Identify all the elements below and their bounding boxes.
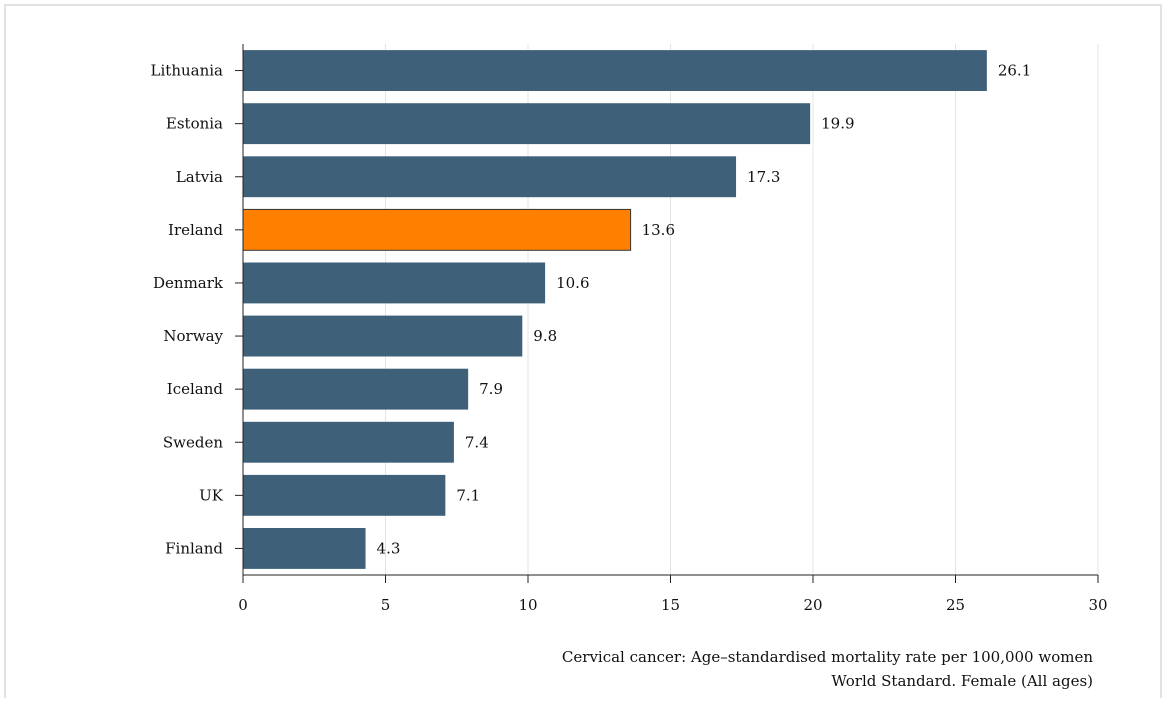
value-label: 19.9 [821,115,854,133]
value-label: 10.6 [556,274,589,292]
bar-lithuania [243,50,987,91]
x-tick-label: 25 [946,596,965,614]
bar-finland [243,528,366,569]
bar-ireland [242,208,632,251]
chart-note-line-2: World Standard. Female (All ages) [831,672,1093,690]
labels: Lithuania 26.1 Estonia 19.9 Latvia 17.3 Irelan… [151,62,1108,614]
category-label: Latvia [176,168,223,186]
x-tick-label: 5 [381,596,391,614]
value-label: 7.4 [465,433,489,451]
value-label: 26.1 [998,62,1031,80]
category-label: Estonia [166,115,223,133]
category-label: Iceland [167,380,224,398]
x-tick-label: 30 [1088,596,1107,614]
category-label: Ireland [168,221,223,239]
value-label: 17.3 [747,168,780,186]
x-tick-label: 15 [661,596,680,614]
category-label: Lithuania [151,62,224,80]
value-label: 4.3 [377,539,401,557]
category-label: Denmark [153,274,224,292]
chart-note-line-1: Cervical cancer: Age–standardised mortal… [562,648,1093,666]
axes [235,44,1099,583]
bar-sweden [243,421,454,463]
bar-iceland [243,368,469,410]
category-label: UK [199,486,224,504]
value-label: 7.9 [479,380,503,398]
bar-denmark [243,262,546,304]
bar-uk [243,474,446,516]
bar-norway [243,315,523,357]
chart-frame [4,4,1162,698]
bar-estonia [243,103,811,145]
value-label: 7.1 [456,486,480,504]
category-label: Finland [165,539,223,557]
x-tick-label: 0 [238,596,248,614]
bar-latvia [243,156,737,198]
bars [242,50,987,569]
value-label: 13.6 [642,221,675,239]
x-tick-label: 20 [803,596,822,614]
category-label: Norway [163,327,223,345]
value-label: 9.8 [533,327,557,345]
category-label: Sweden [163,433,223,451]
x-tick-label: 10 [518,596,537,614]
